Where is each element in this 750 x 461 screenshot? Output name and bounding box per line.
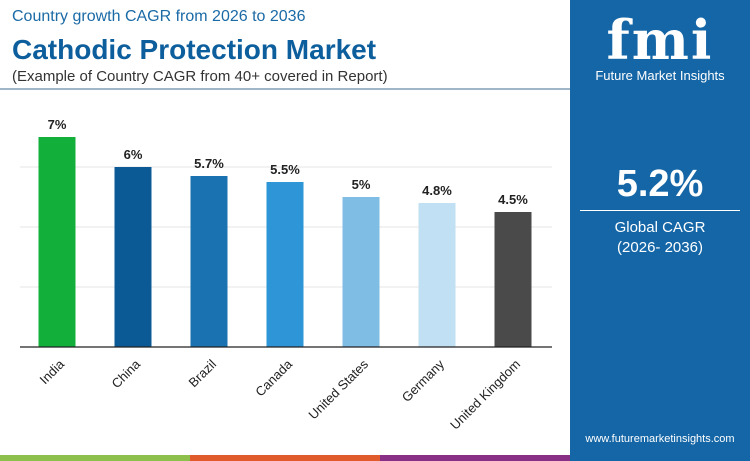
x-tick-label: Brazil	[186, 356, 220, 390]
website-link[interactable]: www.futuremarketinsights.com	[585, 433, 735, 445]
data-label: 5.5%	[270, 162, 300, 177]
global-cagr-label: Global CAGR (2026- 2036)	[570, 218, 750, 258]
side-panel: fmi Future Market Insights 5.2% Global C…	[570, 0, 750, 461]
x-tick-label: Germany	[399, 356, 448, 405]
bar-brazil	[190, 176, 228, 347]
x-tick-label: India	[37, 356, 68, 387]
data-label: 7%	[48, 117, 67, 132]
bar-united-states	[342, 197, 380, 347]
divider	[0, 88, 570, 90]
chart-note: (Example of Country CAGR from 40+ covere…	[12, 68, 388, 85]
x-tick-label: United States	[305, 356, 371, 422]
data-label: 4.5%	[498, 192, 528, 207]
divider	[580, 210, 740, 211]
stripe-orange	[190, 455, 380, 461]
x-tick-label: United Kingdom	[447, 357, 523, 433]
bar-chart: 7% India 6% China 5.7% Brazil 5.5% Canada 5% Unit…	[20, 117, 552, 433]
data-label: 6%	[124, 147, 143, 162]
data-label: 5%	[352, 177, 371, 192]
fmi-logo: fmi	[570, 8, 750, 72]
cagr-label: Global CAGR	[614, 219, 706, 236]
stripe-green	[0, 455, 190, 461]
chart-title: Cathodic Protection Market	[12, 34, 377, 65]
bar-germany	[418, 203, 456, 347]
global-cagr-value: 5.2%	[616, 163, 704, 205]
color-stripe	[0, 455, 570, 461]
bar-canada	[266, 182, 304, 347]
bar-united-kingdom	[494, 212, 532, 347]
brand-name: Future Market Insights	[595, 68, 725, 83]
x-tick-label: Canada	[252, 356, 295, 399]
stripe-purple	[380, 455, 570, 461]
chart-subtitle: Country growth CAGR from 2026 to 2036	[12, 8, 306, 25]
data-label: 4.8%	[422, 183, 452, 198]
bar-india	[38, 137, 76, 347]
data-label: 5.7%	[194, 156, 224, 171]
bar-china	[114, 167, 152, 347]
x-tick-label: China	[108, 356, 143, 391]
cagr-period: (2026- 2036)	[617, 239, 703, 256]
